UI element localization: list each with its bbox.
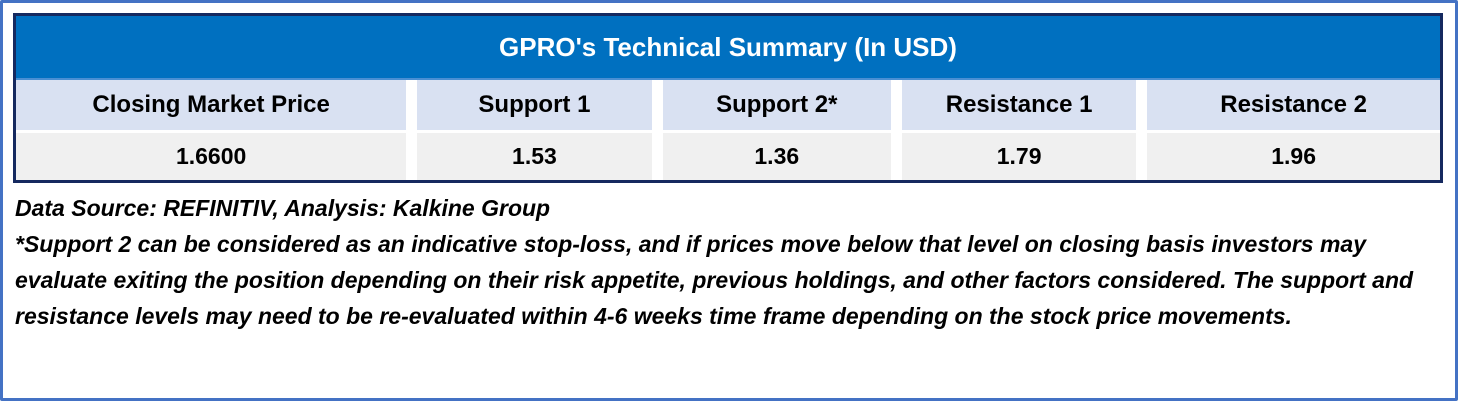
table-grid: Closing Market Price Support 1 Support 2… (16, 80, 1440, 180)
technical-summary-table: GPRO's Technical Summary (In USD) Closin… (13, 13, 1443, 183)
header-cell-resistance-2: Resistance 2 (1147, 80, 1440, 130)
table-title: GPRO's Technical Summary (In USD) (16, 16, 1440, 80)
header-cell-closing-market-price: Closing Market Price (16, 80, 407, 130)
disclaimer-note: *Support 2 can be considered as an indic… (15, 231, 1414, 329)
header-cell-support-1: Support 1 (417, 80, 652, 130)
value-cell-closing-market-price: 1.6600 (16, 133, 407, 180)
value-cell-resistance-2: 1.96 (1147, 133, 1440, 180)
data-source-note: Data Source: REFINITIV, Analysis: Kalkin… (15, 195, 551, 221)
value-cell-support-1: 1.53 (417, 133, 652, 180)
value-cell-resistance-1: 1.79 (901, 133, 1137, 180)
value-cell-support-2: 1.36 (662, 133, 891, 180)
footnotes: Data Source: REFINITIV, Analysis: Kalkin… (15, 190, 1441, 334)
header-cell-resistance-1: Resistance 1 (901, 80, 1137, 130)
header-cell-support-2: Support 2* (662, 80, 891, 130)
